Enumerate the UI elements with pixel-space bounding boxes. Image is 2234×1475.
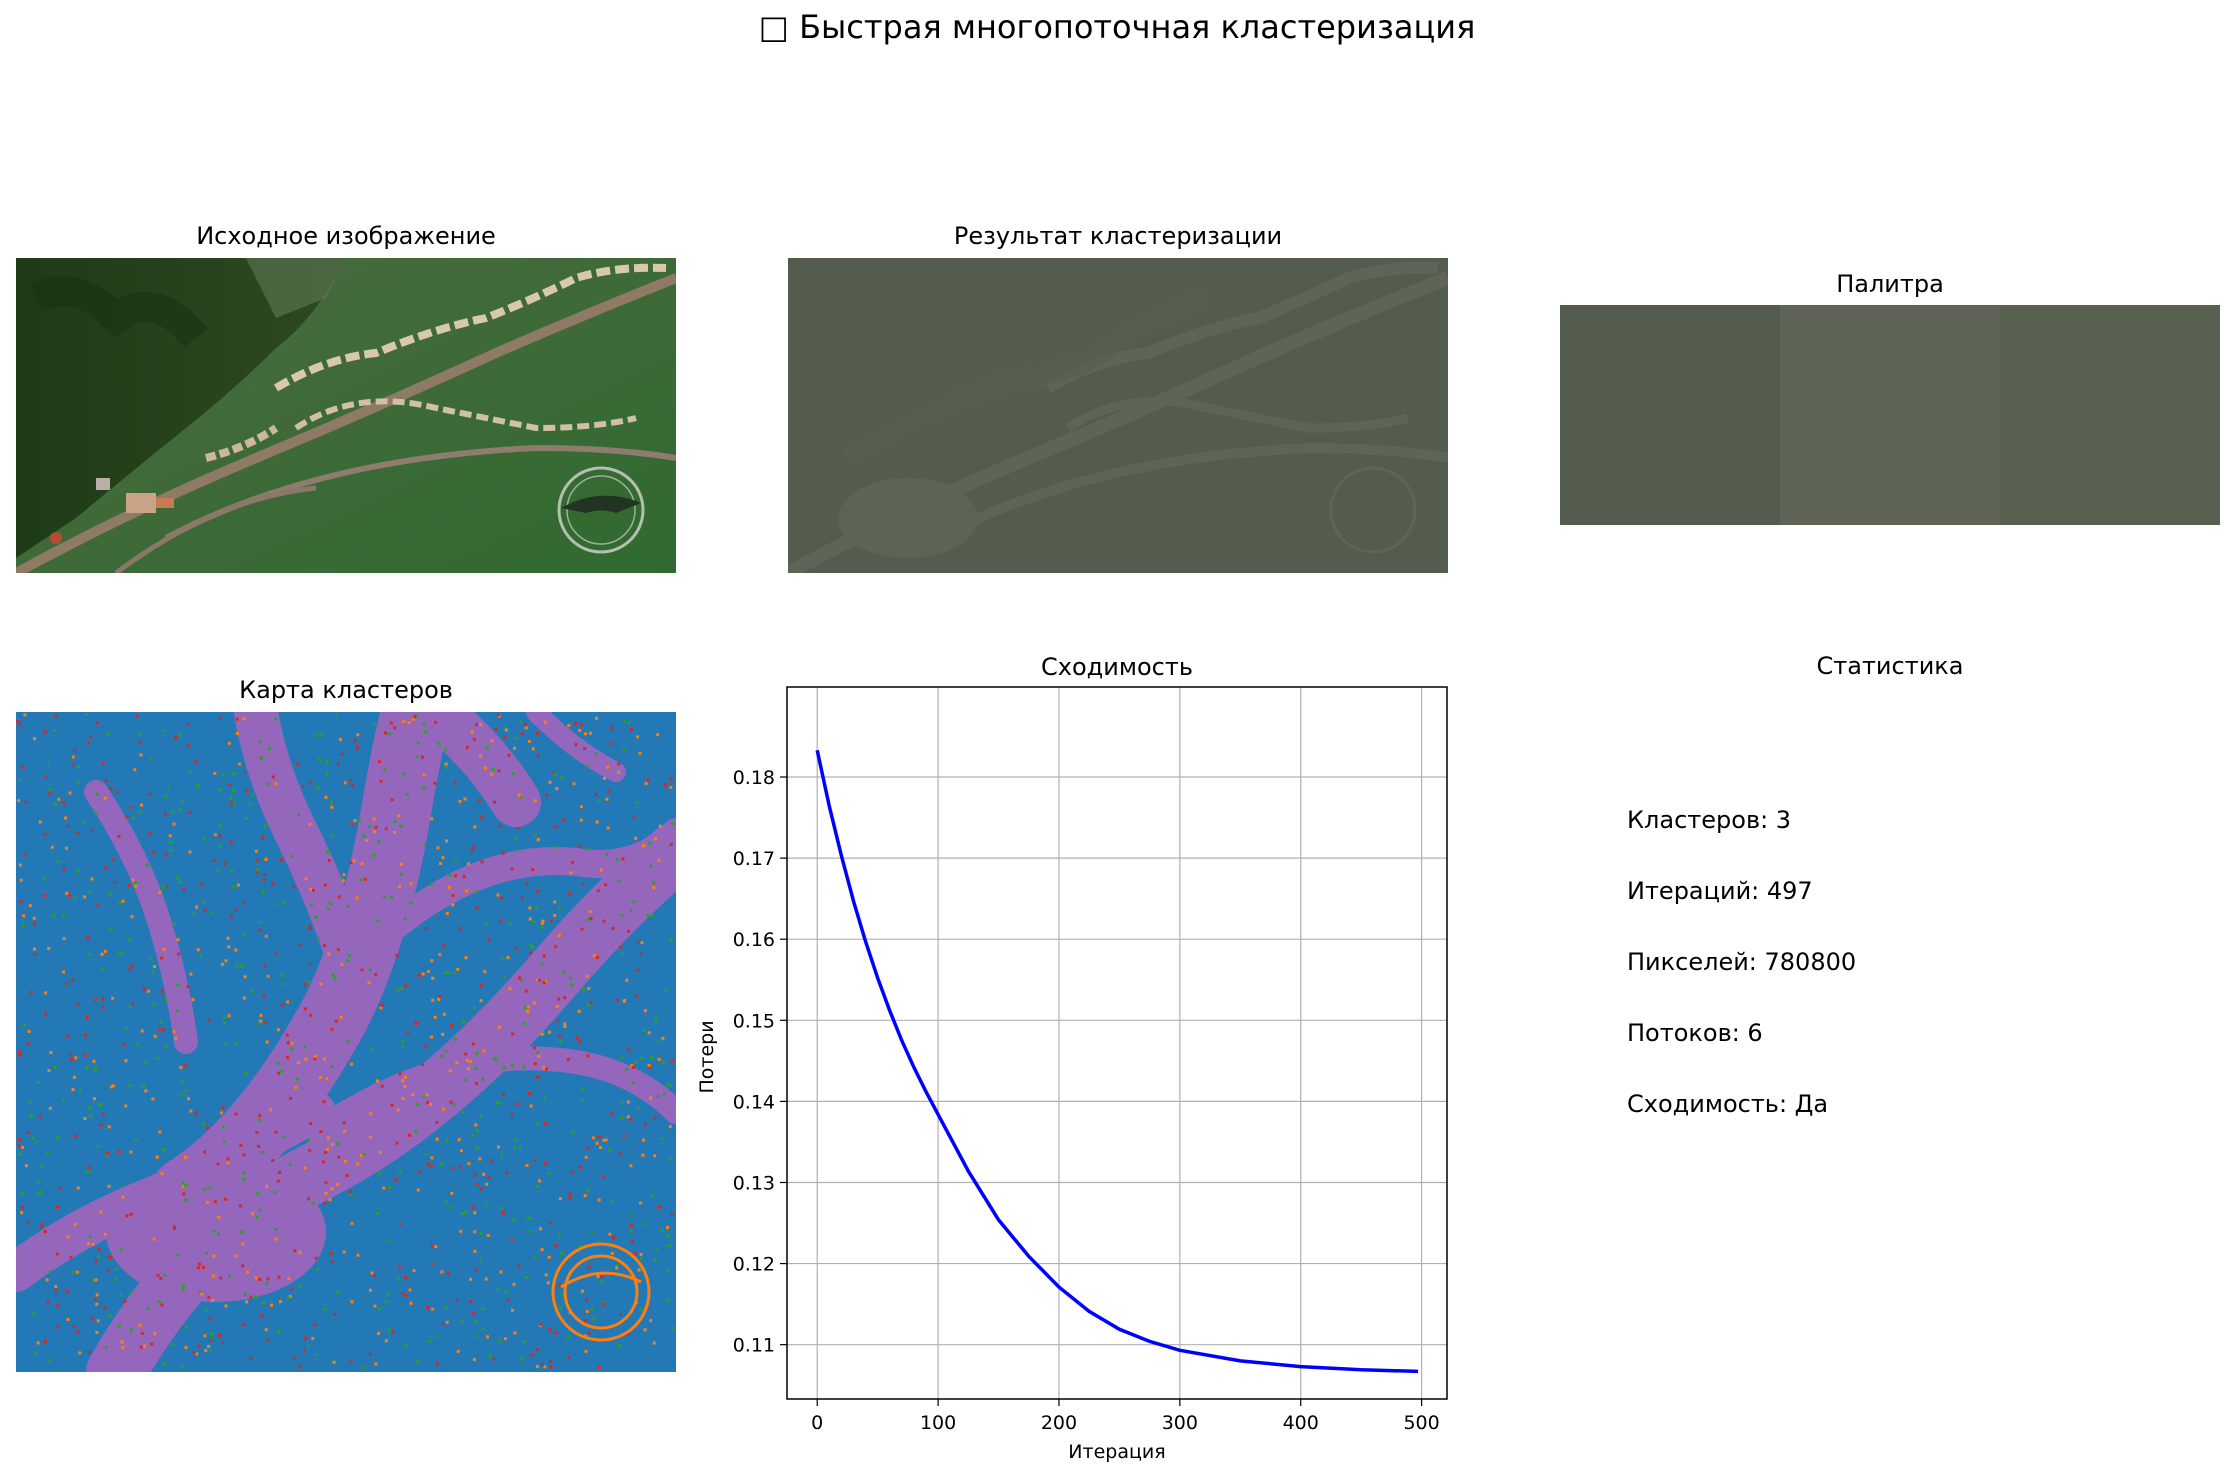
series-line <box>815 749 1419 1374</box>
convergence-chart: Сходимость 0 100 200 300 400 500 0.11 0.12 0.13… <box>690 640 1470 1475</box>
palette <box>1560 305 2220 525</box>
y-tick-label: 0.11 <box>733 1335 775 1357</box>
x-tick-label: 300 <box>1162 1412 1198 1434</box>
cluster-map-title: Карта кластеров <box>239 676 453 704</box>
y-axis-label: Потери <box>696 1020 718 1093</box>
plot-frame <box>786 686 1448 1400</box>
x-axis-label: Итерация <box>1068 1441 1165 1463</box>
y-tick-label: 0.17 <box>733 848 775 870</box>
cluster-map <box>16 712 676 1372</box>
cluster-map-drawing <box>16 712 676 1372</box>
y-tick-label: 0.13 <box>733 1172 775 1194</box>
palette-swatch <box>1560 305 1780 525</box>
x-tick-label: 500 <box>1403 1412 1439 1434</box>
x-tick-label: 100 <box>920 1412 956 1434</box>
result-image-title: Результат кластеризации <box>953 222 1283 250</box>
stats-line: Пикселей: 780800 <box>1627 948 1857 976</box>
palette-title: Палитра <box>1836 270 1944 298</box>
x-tick-label: 400 <box>1283 1412 1319 1434</box>
stats-line: Итераций: 497 <box>1627 877 1813 905</box>
convergence-svg: Сходимость 0 100 200 300 400 500 0.11 0.12 0.13… <box>696 653 1448 1463</box>
original-image <box>16 258 676 573</box>
figure-title: □ Быстрая многопоточная кластеризация <box>758 8 1476 46</box>
y-tick-label: 0.18 <box>733 767 775 789</box>
original-image-drawing <box>16 258 676 573</box>
y-tick-label: 0.16 <box>733 929 775 951</box>
stats-line: Потоков: 6 <box>1627 1019 1763 1047</box>
palette-swatch <box>2000 305 2220 525</box>
stats-line: Сходимость: Да <box>1627 1090 1829 1118</box>
result-image-drawing <box>788 258 1448 573</box>
chart-title: Сходимость <box>1041 653 1193 681</box>
result-image <box>788 258 1448 573</box>
stats-title: Статистика <box>1816 652 1964 680</box>
x-tick-label: 200 <box>1041 1412 1077 1434</box>
stats-line: Кластеров: 3 <box>1627 806 1792 834</box>
y-tick-label: 0.14 <box>733 1091 775 1113</box>
x-tick-label: 0 <box>811 1412 823 1434</box>
y-tick-label: 0.12 <box>733 1254 775 1276</box>
palette-swatch <box>1780 305 2000 525</box>
original-image-title: Исходное изображение <box>196 222 496 250</box>
y-tick-label: 0.15 <box>733 1010 775 1032</box>
